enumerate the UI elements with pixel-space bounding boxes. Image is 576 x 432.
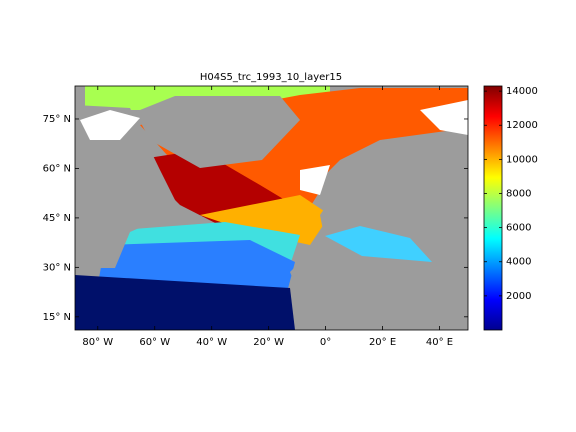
land xyxy=(135,96,300,168)
colorbar-tick-label: 14000 xyxy=(506,86,538,97)
ocean-field xyxy=(200,195,330,245)
chart-title: H04S5_trc_1993_10_layer15 xyxy=(200,72,342,83)
no-data xyxy=(80,110,140,140)
colorbar-tick-label: 8000 xyxy=(506,188,531,199)
x-tick-label: 60° W xyxy=(139,337,170,348)
map-field xyxy=(75,86,468,330)
y-tick-label: 60° N xyxy=(43,163,71,174)
colorbar-tick-label: 6000 xyxy=(506,223,531,234)
x-tick-label: 20° E xyxy=(369,337,396,348)
y-tick-label: 15° N xyxy=(43,312,71,323)
no-data xyxy=(420,100,468,135)
y-tick-label: 30° N xyxy=(43,262,71,273)
land xyxy=(75,105,180,268)
no-data xyxy=(300,165,330,195)
colorbar xyxy=(483,85,503,331)
colorbar-tick-label: 12000 xyxy=(506,120,538,131)
x-tick-label: 80° W xyxy=(82,337,113,348)
ocean-field xyxy=(75,275,295,330)
x-tick-label: 40° W xyxy=(196,337,227,348)
land xyxy=(290,128,468,330)
x-tick-label: 0° xyxy=(320,337,331,348)
colorbar-tick-label: 4000 xyxy=(506,257,531,268)
x-tick-label: 40° E xyxy=(426,337,453,348)
y-tick-label: 45° N xyxy=(43,213,71,224)
colorbar-tick-label: 2000 xyxy=(506,291,531,302)
axes-frame xyxy=(74,85,469,331)
colorbar-tick-label: 10000 xyxy=(506,154,538,165)
y-tick-label: 75° N xyxy=(43,114,71,125)
ocean-field xyxy=(325,226,432,262)
x-tick-label: 20° W xyxy=(253,337,284,348)
